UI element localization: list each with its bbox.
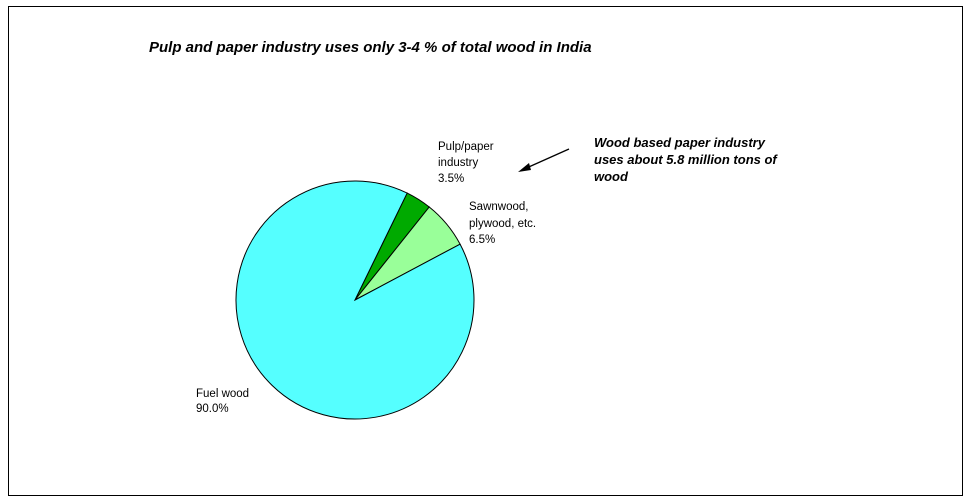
pulp-label-line-1: Pulp/paper (438, 141, 494, 153)
annotation-arrow (518, 148, 570, 172)
annotation-line-2: uses about 5.8 million tons of (594, 152, 778, 167)
fuel-label: Fuel wood 90.0% (196, 388, 249, 415)
sawnwood-label-line-1: Sawnwood, (469, 201, 528, 213)
fuel-label-value: 90.0% (196, 403, 229, 415)
pie-chart: Pulp and paper industry uses only 3-4 % … (149, 39, 778, 420)
annotation-line-1: Wood based paper industry (594, 135, 766, 150)
chart-title: Pulp and paper industry uses only 3-4 % … (149, 39, 592, 56)
chart-frame: Pulp and paper industry uses only 3-4 % … (8, 6, 963, 496)
pulp-label: Pulp/paper industry 3.5% (438, 141, 494, 185)
fuel-label-line-1: Fuel wood (196, 388, 249, 400)
pie-slice-fuel (235, 180, 475, 420)
arrow-head (518, 163, 531, 172)
pulp-label-line-2: industry (438, 157, 479, 169)
sawnwood-label-line-2: plywood, etc. (469, 218, 536, 230)
pie-slices (235, 180, 475, 420)
sawnwood-label: Sawnwood, plywood, etc. 6.5% (469, 201, 536, 246)
pulp-label-value: 3.5% (438, 173, 464, 185)
annotation-line-3: wood (594, 169, 629, 184)
annotation-text: Wood based paper industry uses about 5.8… (594, 135, 778, 184)
sawnwood-label-value: 6.5% (469, 234, 495, 246)
